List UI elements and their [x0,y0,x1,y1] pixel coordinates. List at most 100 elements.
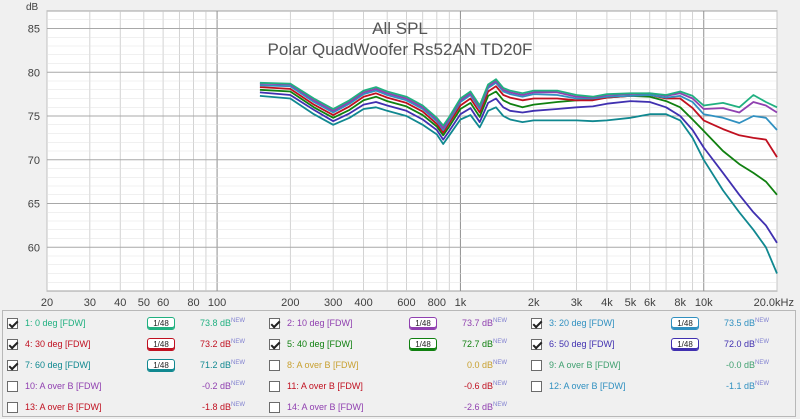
trace-value: -1.8 dBNEW [202,402,245,412]
chart-title: All SPL [372,19,428,38]
smoothing-button[interactable]: 1/48 [147,359,175,372]
x-tick-label: 8k [674,297,686,309]
trace-value-text: 73.8 dB [199,318,231,328]
x-tick-label: 400 [354,297,372,309]
legend-item[interactable]: 5: 40 deg [FDW] 1/48 72.7 dBNEW [269,335,527,355]
legend-row: 1: 0 deg [FDW] 1/48 73.8 dBNEW 2: 10 deg [F… [3,314,797,334]
y-tick-label: 75 [28,111,40,123]
series-line[interactable] [259,88,778,196]
new-badge: NEW [231,360,245,366]
trace-label: 10: A over B [FDW] [25,381,102,391]
legend-item[interactable]: 4: 30 deg [FDW] 1/48 73.2 dBNEW [7,335,265,355]
x-tick-label: 20.0kHz [754,297,794,309]
trace-checkbox[interactable] [269,360,280,371]
trace-checkbox[interactable] [531,339,542,350]
series-line[interactable] [259,85,778,158]
trace-value-text: 73.7 dB [461,318,493,328]
series-line[interactable] [259,95,778,274]
trace-value-text: 73.2 dB [199,339,231,349]
new-badge: NEW [493,381,507,387]
trace-checkbox[interactable] [269,318,280,329]
x-tick-label: 5k [625,297,637,309]
x-tick-label: 200 [281,297,299,309]
trace-value-text: -1.8 dB [201,402,231,412]
trace-checkbox[interactable] [7,402,18,413]
legend-item[interactable]: 7: 60 deg [FDW] 1/48 71.2 dBNEW [7,356,265,376]
legend-item[interactable]: 13: A over B [FDW] -1.8 dBNEW [7,398,265,418]
trace-label: 7: 60 deg [FDW] [25,360,91,370]
smoothing-button[interactable]: 1/48 [671,317,699,330]
x-tick-label: 3k [571,297,583,309]
x-tick-label: 60 [157,297,169,309]
new-badge: NEW [231,402,245,408]
smoothing-button[interactable]: 1/48 [409,338,437,351]
trace-checkbox[interactable] [531,381,542,392]
trace-label: 13: A over B [FDW] [25,402,102,412]
series-line[interactable] [259,78,778,127]
trace-checkbox[interactable] [269,339,280,350]
trace-label: 4: 30 deg [FDW] [25,339,91,349]
series-line[interactable] [259,91,778,244]
new-badge: NEW [493,318,507,324]
trace-value: 73.2 dBNEW [200,339,245,349]
new-badge: NEW [755,381,769,387]
legend-item[interactable]: 3: 20 deg [FDW] 1/48 73.5 dBNEW [531,314,789,334]
legend-item[interactable]: 2: 10 deg [FDW] 1/48 73.7 dBNEW [269,314,527,334]
x-tick-label: 4k [601,297,613,309]
new-badge: NEW [493,360,507,366]
trace-checkbox[interactable] [7,381,18,392]
legend-item[interactable]: 11: A over B [FDW] -0.6 dBNEW [269,377,527,397]
trace-value: 73.8 dBNEW [200,318,245,328]
series-line[interactable] [259,81,778,131]
trace-value: -2.6 dBNEW [464,402,507,412]
y-tick-label: 85 [28,24,40,36]
new-badge: NEW [231,318,245,324]
new-badge: NEW [231,381,245,387]
trace-value-text: 73.5 dB [723,318,755,328]
y-tick-label: 60 [28,242,40,254]
trace-value-text: 72.0 dB [723,339,755,349]
trace-checkbox[interactable] [531,360,542,371]
x-tick-label: 6k [644,297,656,309]
legend-item[interactable]: 1: 0 deg [FDW] 1/48 73.8 dBNEW [7,314,265,334]
smoothing-button[interactable]: 1/48 [147,338,175,351]
trace-checkbox[interactable] [7,318,18,329]
trace-checkbox[interactable] [531,318,542,329]
legend-item[interactable]: 10: A over B [FDW] -0.2 dBNEW [7,377,265,397]
x-tick-label: 2k [528,297,540,309]
trace-value: 72.0 dBNEW [724,339,769,349]
trace-value-text: 72.7 dB [461,339,493,349]
spl-chart[interactable]: 60 65 70 75 80 85 20 30 40 50 60 80 100 200 300 400 600 8… [0,0,800,310]
trace-checkbox[interactable] [7,339,18,350]
trace-value-text: -0.2 dB [201,381,231,391]
legend-item[interactable]: 9: A over B [FDW] -0.0 dBNEW [531,356,789,376]
legend-item[interactable]: 8: A over B [FDW] 0.0 dBNEW [269,356,527,376]
smoothing-button[interactable]: 1/48 [147,317,175,330]
trace-label: 11: A over B [FDW] [287,381,363,391]
new-badge: NEW [493,339,507,345]
trace-value: -0.0 dBNEW [726,360,769,370]
legend-row: 10: A over B [FDW] -0.2 dBNEW 11: A over B… [3,377,797,397]
trace-checkbox[interactable] [269,402,280,413]
trace-checkbox[interactable] [7,360,18,371]
x-tick-label: 300 [324,297,342,309]
legend-item[interactable]: 12: A over B [FDW] -1.1 dBNEW [531,377,789,397]
trace-value: 71.2 dBNEW [200,360,245,370]
trace-value: 73.7 dBNEW [462,318,507,328]
chart-subtitle: Polar QuadWoofer Rs52AN TD20F [268,40,533,59]
y-tick-label: 65 [28,199,40,211]
legend-item[interactable]: 14: A over B [FDW] -2.6 dBNEW [269,398,527,418]
smoothing-button[interactable]: 1/48 [671,338,699,351]
trace-value-text: -2.6 dB [463,402,493,412]
series-line[interactable] [259,80,778,130]
new-badge: NEW [493,402,507,408]
x-tick-label: 600 [397,297,415,309]
trace-value: -0.6 dBNEW [464,381,507,391]
legend-item[interactable]: 6: 50 deg [FDW] 1/48 72.0 dBNEW [531,335,789,355]
x-tick-label: 80 [187,297,199,309]
trace-checkbox[interactable] [269,381,280,392]
smoothing-button[interactable]: 1/48 [409,317,437,330]
trace-value-text: -0.6 dB [463,381,493,391]
legend-row: 4: 30 deg [FDW] 1/48 73.2 dBNEW 5: 40 deg [… [3,335,797,355]
